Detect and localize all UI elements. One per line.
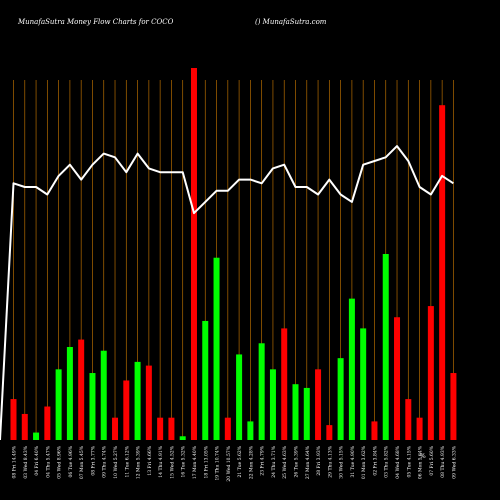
- money-flow-line: [0, 145, 454, 441]
- bar: [202, 320, 209, 440]
- x-tick-label: 01 Mon 3.62%: [361, 445, 367, 479]
- x-tick-label: 21 Tue 5.62%: [237, 445, 243, 477]
- x-tick-label: 15 Wed 4.52%: [169, 445, 175, 478]
- bar: [157, 417, 164, 440]
- bar: [281, 328, 288, 440]
- bar: [450, 373, 457, 440]
- x-tick-label: 06 Tue 4.96%: [68, 445, 74, 477]
- bar: [89, 373, 96, 440]
- bar: [360, 328, 367, 440]
- bar: [416, 417, 423, 440]
- x-tick-label: 22 Mon 4.28%: [248, 445, 254, 479]
- bar: [190, 68, 197, 440]
- bar: [179, 436, 186, 440]
- bar: [21, 413, 28, 440]
- bar: [269, 369, 276, 440]
- x-tick-label: 23 Fri 4.79%: [260, 445, 266, 475]
- x-tick-label: 04 Thu 5.47%: [45, 445, 51, 477]
- bar: [236, 354, 243, 440]
- bar: [315, 369, 322, 440]
- bar: [100, 350, 107, 440]
- bar: [427, 306, 434, 440]
- bar: [168, 417, 175, 440]
- x-tick-label: 24 Thu 3.71%: [271, 445, 277, 477]
- x-tick-label: 05 Tue 4.15%: [406, 445, 412, 477]
- x-tick-label: 09 Wed 6.33%: [451, 445, 457, 478]
- bar: [394, 317, 401, 440]
- bar: [33, 432, 40, 440]
- bar: [10, 399, 17, 440]
- x-tick-label: 30 Wed 5.15%: [339, 445, 345, 478]
- x-tick-label: 02 Fri 3.84%: [372, 445, 378, 475]
- site-credit: () MunafaSutra.com: [255, 18, 327, 26]
- x-tick-label: 10 Wed 5.27%: [113, 445, 119, 478]
- x-tick-label: 05 Wed 8.96%: [57, 445, 63, 478]
- x-tick-label: 26 Tue 5.39%: [294, 445, 300, 477]
- x-tick-label: 16 Tue 5.32%: [181, 445, 187, 477]
- x-tick-label: 11 Tue 6.12%: [124, 445, 130, 477]
- bar: [123, 380, 130, 440]
- x-tick-label: 29 Thu 4.13%: [327, 445, 333, 477]
- x-tick-label: 04 Wed 4.68%: [395, 445, 401, 478]
- x-tick-label: 25 Wed 4.63%: [282, 445, 288, 478]
- bar: [213, 257, 220, 440]
- x-tick-label: 08 Thu 4.93%: [440, 445, 446, 477]
- footnote: %: [420, 453, 426, 460]
- bar: [145, 365, 152, 440]
- bar: [303, 387, 310, 440]
- x-tick-label: 03 Thu 5.82%: [384, 445, 390, 477]
- bars: [10, 68, 457, 440]
- bar: [371, 421, 378, 440]
- x-tick-label: 09 Thu 4.74%: [102, 445, 108, 477]
- bar: [134, 361, 141, 440]
- chart-title: MunafaSutra Money Flow Charts for COCO: [18, 18, 174, 26]
- bar: [326, 425, 333, 440]
- x-tick-label: 12 Mon 5.39%: [136, 445, 142, 479]
- bar: [258, 343, 265, 440]
- bar: [405, 399, 412, 440]
- x-tick-label: 13 Fri 4.66%: [147, 445, 153, 475]
- bar: [55, 369, 62, 440]
- bar: [337, 358, 344, 440]
- bar: [247, 421, 254, 440]
- x-tick-label: 27 Mon 4.64%: [305, 445, 311, 479]
- bar: [44, 406, 51, 440]
- x-tick-label: 20 Wed 10.57%: [226, 445, 232, 481]
- line-series: [0, 145, 454, 441]
- bar: [348, 298, 355, 440]
- x-tick-label: 31 Tue 4.90%: [350, 445, 356, 477]
- bar: [78, 339, 85, 440]
- x-tick-label: 06 Mon 5.64%: [418, 445, 424, 479]
- x-tick-label: 18 Fri 13.05%: [203, 445, 209, 478]
- x-tick-labels: 08 Fri 14.49% 03 Wed 8.43% 04 Fri 6.40% 04 …: [12, 445, 458, 481]
- x-tick-label: 08 Fri 14.49%: [12, 445, 18, 478]
- x-tick-label: 14 Thu 4.91%: [158, 445, 164, 477]
- x-tick-label: 28 Fri 3.93%: [316, 445, 322, 475]
- x-tick-label: 07 Fri 5.60%: [429, 445, 435, 475]
- bar: [66, 347, 73, 440]
- x-tick-label: 03 Wed 8.43%: [23, 445, 29, 478]
- bar: [382, 254, 389, 440]
- bar: [439, 105, 446, 440]
- bar: [112, 417, 119, 440]
- x-tick-label: 04 Fri 6.40%: [34, 445, 40, 475]
- x-tick-label: 17 Mon 4.40%: [192, 445, 198, 479]
- bar: [224, 417, 231, 440]
- bar: [292, 384, 299, 440]
- x-tick-label: 08 Fri 3.77%: [90, 445, 96, 475]
- x-tick-label: 07 Mon 5.45%: [79, 445, 85, 479]
- x-tick-label: 19 Thu 10.74%: [215, 445, 221, 480]
